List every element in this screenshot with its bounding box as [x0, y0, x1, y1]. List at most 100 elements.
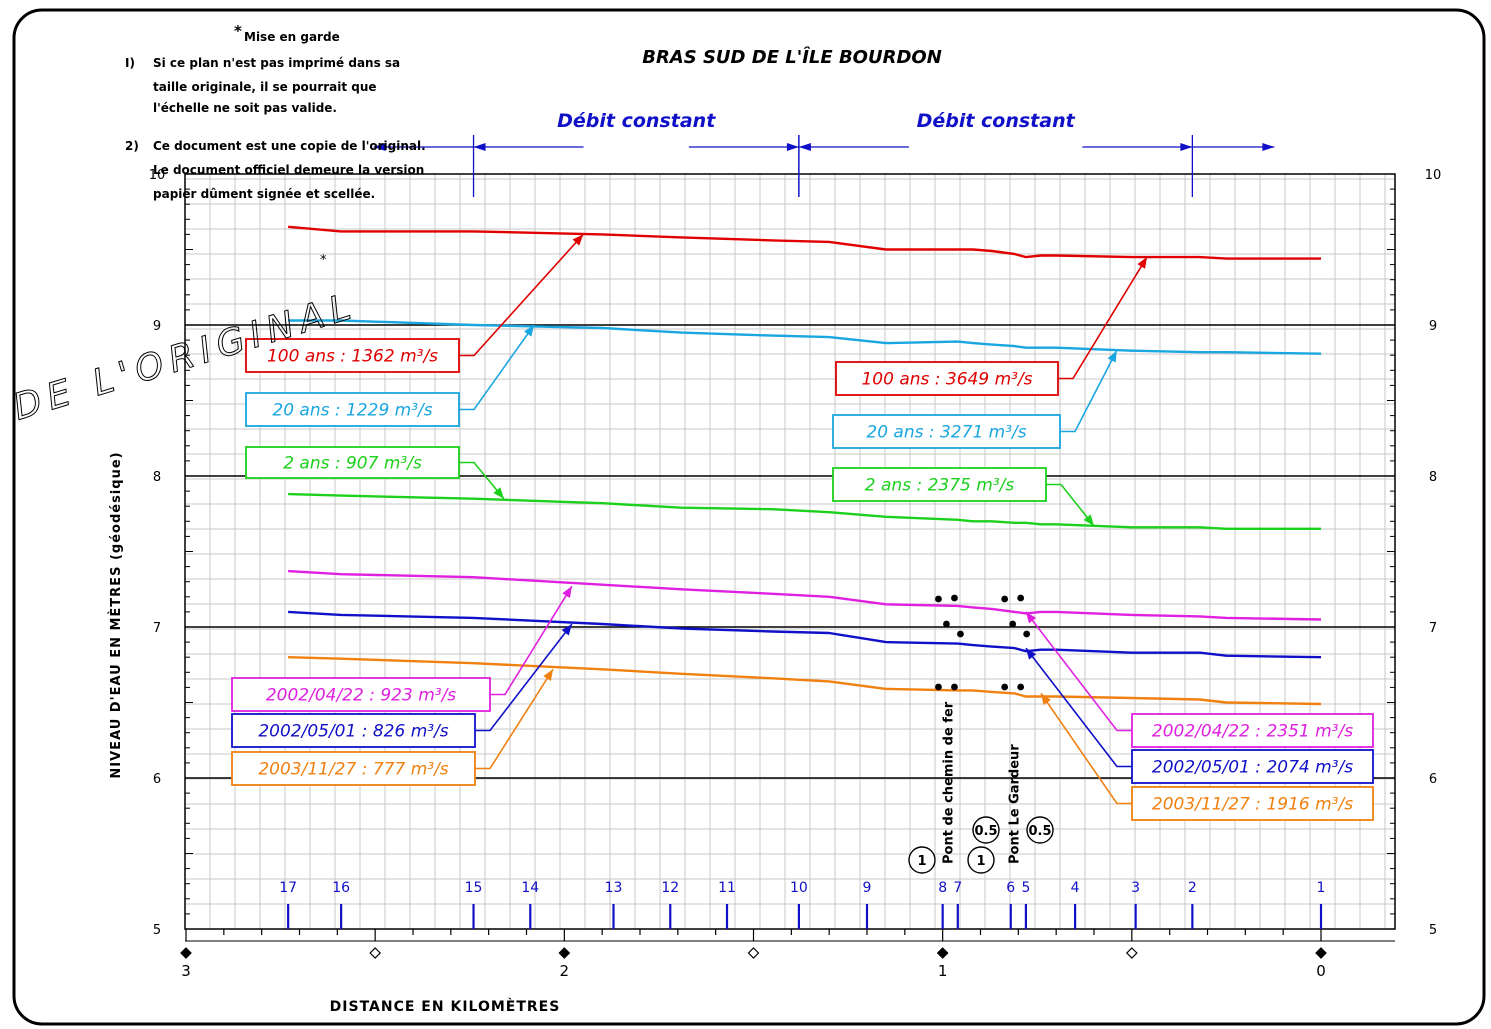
bridge-label: Pont Le Gardeur [1008, 744, 1023, 864]
debit-constant-label: Débit constant [917, 110, 1076, 132]
callout-box [231, 713, 476, 748]
x-axis-marker [747, 947, 760, 959]
bridge-badge [972, 816, 1000, 844]
callout-leader [475, 668, 554, 770]
debit-arrow-head [473, 143, 486, 151]
callout-box [245, 392, 460, 427]
callout-arrowhead [562, 586, 572, 598]
y-tick-label-left: 9 [153, 319, 161, 334]
y-tick-label-right: 6 [1429, 772, 1437, 787]
y-tick-label-left: 10 [149, 168, 166, 183]
bridge-badge-label: 1 [917, 854, 926, 869]
bridge-pier-dot [1017, 594, 1025, 602]
callout-label: 100 ans : 3649 m³/s [861, 370, 1032, 390]
callout-arrowhead [1025, 648, 1037, 660]
callout-label: 2 ans : 907 m³/s [283, 454, 422, 474]
callout-arrowhead [561, 623, 572, 636]
callout-label: 100 ans : 1362 m³/s [267, 347, 438, 367]
callout-box [832, 467, 1047, 502]
callout-arrowhead [1041, 693, 1051, 706]
callout-label: 20 ans : 1229 m³/s [272, 401, 432, 421]
section-label: 1 [1317, 880, 1326, 896]
notes-header: Mise en garde [244, 30, 340, 44]
bridge-badge-label: 0.5 [1028, 824, 1051, 839]
callout-box [245, 338, 460, 373]
debit-constant-label: Débit constant [557, 110, 716, 132]
notes-asterisk: * [234, 22, 242, 40]
note1-line3: l'échelle ne soit pas valide. [153, 101, 337, 115]
callout-leader [459, 461, 505, 500]
y-tick-label-right: 8 [1429, 470, 1437, 485]
section-label: 5 [1021, 880, 1030, 896]
note1-line2: taille originale, il se pourrait que [153, 80, 377, 94]
series-lines [287, 225, 1322, 706]
callout-box [231, 751, 476, 786]
y-tick-label-right: 5 [1429, 923, 1437, 938]
note2-line2: Le document officiel demeure la version [153, 163, 424, 177]
section-label: 10 [790, 880, 808, 896]
x-tick-label: 2 [560, 962, 570, 980]
bridge-pier-dot [935, 683, 942, 691]
series-callouts: 100 ans : 1362 m³/s 20 ans : 1229 m³/s 2 a… [231, 233, 1374, 821]
y-tick-label-left: 6 [153, 772, 161, 787]
watermark-asterisk: * [320, 253, 327, 268]
x-axis-marker [180, 947, 192, 959]
bridge-badge-label: 0.5 [974, 824, 997, 839]
section-label: 3 [1131, 880, 1140, 896]
callout-label: 20 ans : 3271 m³/s [866, 423, 1026, 443]
x-tick-label: 0 [1316, 962, 1326, 980]
callout-label: 2002/04/22 : 2351 m³/s [1152, 722, 1353, 742]
section-label: 9 [863, 880, 872, 896]
callout-leader [459, 233, 584, 357]
bridge-pier-dot [951, 594, 958, 602]
series-line-2002-04-22 [288, 569, 1322, 621]
bridge-label: Pont de chemin de fer [941, 701, 956, 864]
callout-label: 2003/11/27 : 777 m³/s [258, 760, 448, 780]
callout-arrowhead [493, 487, 504, 499]
chart-title: BRAS SUD DE L'ÎLE BOURDON [642, 46, 942, 68]
debit-arrow-head [1180, 143, 1193, 151]
y-tick-label-right: 10 [1425, 168, 1442, 183]
x-tick-label: 1 [938, 962, 948, 980]
cross-sections: 17 16 15 14 13 12 11 10 9 8 7 6 5 4 3 2 1 [279, 880, 1325, 929]
callout-box [1131, 786, 1374, 821]
section-label: 12 [661, 880, 679, 896]
y-tick-label-left: 8 [153, 470, 161, 485]
bridge-pier-dot [951, 683, 958, 691]
series-line-100-ans [287, 225, 1321, 260]
section-label: 11 [718, 880, 736, 896]
callout-box [245, 446, 460, 479]
warning-notes: * Mise en garde I) Si ce plan n'est pas … [125, 22, 426, 201]
x-axis-marker [369, 947, 382, 959]
note2-line3: papier dûment signée et scellée. [153, 187, 375, 201]
x-axis-title: DISTANCE EN KILOMÈTRES [330, 998, 561, 1015]
section-label: 15 [465, 880, 483, 896]
callout-arrowhead [1137, 257, 1147, 269]
callout-label: 2003/11/27 : 1916 m³/s [1152, 795, 1353, 815]
x-axis-marker [936, 947, 949, 959]
series-line-2-ans [288, 492, 1321, 530]
callout-leader [1025, 611, 1132, 732]
series-line-2003-11-27 [288, 656, 1322, 706]
section-label: 7 [953, 880, 962, 896]
y-tick-label-right: 9 [1429, 319, 1437, 334]
section-label: 17 [279, 880, 297, 896]
y-tick-label-right: 7 [1429, 621, 1437, 636]
callout-label: 2002/04/22 : 923 m³/s [266, 686, 456, 706]
bridge-pier-dot [1001, 595, 1009, 603]
callout-leader [490, 585, 573, 696]
note1-line1: Si ce plan n'est pas imprimé dans sa [153, 56, 400, 70]
debit-arrow-head [798, 143, 811, 151]
bridge-pier-dot [943, 620, 950, 628]
callout-leader [1040, 692, 1132, 805]
bridge-pier-dot [935, 595, 942, 603]
bridges: Pont de chemin de fer Pont Le Gardeur 1 1 0.… [908, 594, 1054, 874]
debit-arrow-head [373, 143, 386, 151]
section-label: 14 [521, 880, 539, 896]
callout-leader [1060, 350, 1118, 433]
bridge-pier-dot [957, 630, 964, 638]
callout-leader [1046, 483, 1095, 527]
section-label: 2 [1188, 880, 1197, 896]
bridge-badge-label: 1 [976, 854, 985, 869]
